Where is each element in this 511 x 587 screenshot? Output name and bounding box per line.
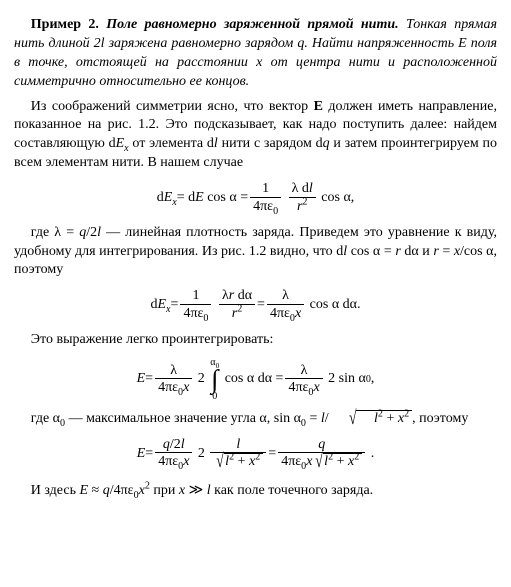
inline-sqrt: √l2 + x2 (329, 410, 412, 428)
paragraph-5: И здесь E ≈ q/4πε0x2 при x ≫ l как поле … (14, 482, 497, 501)
equation-2-body: dEx = 14πε0 λr dαr2 = λ4πε0x cos α dα. (150, 288, 360, 323)
physics-example-page: Пример 2. Поле равномерно заряженной пря… (0, 0, 511, 587)
radical-icon: √ (337, 410, 356, 428)
paragraph-4-post: , поэтому (412, 411, 468, 426)
paragraph-4-pre: где α0 — максимальное значение угла α, s… (31, 411, 329, 426)
equation-4-body: E = q/2l4πε0x 2 l√l2 + x2 = q4πε0x√l2 + … (137, 437, 375, 472)
radicand: l2 + x2 (356, 410, 412, 428)
equation-1-body: dEx = dE cos α = 14πε0 λ dlr2 cos α, (157, 181, 355, 216)
equation-3: E = λ4πε0x 2 α0∫0 cos α dα = λ4πε0x 2 si… (14, 358, 497, 402)
example-title: Поле равномерно заряженной прямой нити. (99, 17, 406, 32)
equation-2: dEx = 14πε0 λr dαr2 = λ4πε0x cos α dα. (14, 288, 497, 323)
paragraph-2: где λ = q/2l — линейная плотность заряда… (14, 224, 497, 281)
equation-4: E = q/2l4πε0x 2 l√l2 + x2 = q4πε0x√l2 + … (14, 437, 497, 472)
paragraph-4: где α0 — максимальное значение угла α, s… (14, 410, 497, 429)
paragraph-3: Это выражение легко проинтегрировать: (14, 331, 497, 350)
example-header: Пример 2. Поле равномерно заряженной пря… (14, 16, 497, 92)
equation-1: dEx = dE cos α = 14πε0 λ dlr2 cos α, (14, 181, 497, 216)
example-number: Пример 2. (31, 17, 99, 32)
equation-3-body: E = λ4πε0x 2 α0∫0 cos α dα = λ4πε0x 2 si… (137, 358, 375, 402)
paragraph-1: Из соображений симметрии ясно, что векто… (14, 98, 497, 174)
